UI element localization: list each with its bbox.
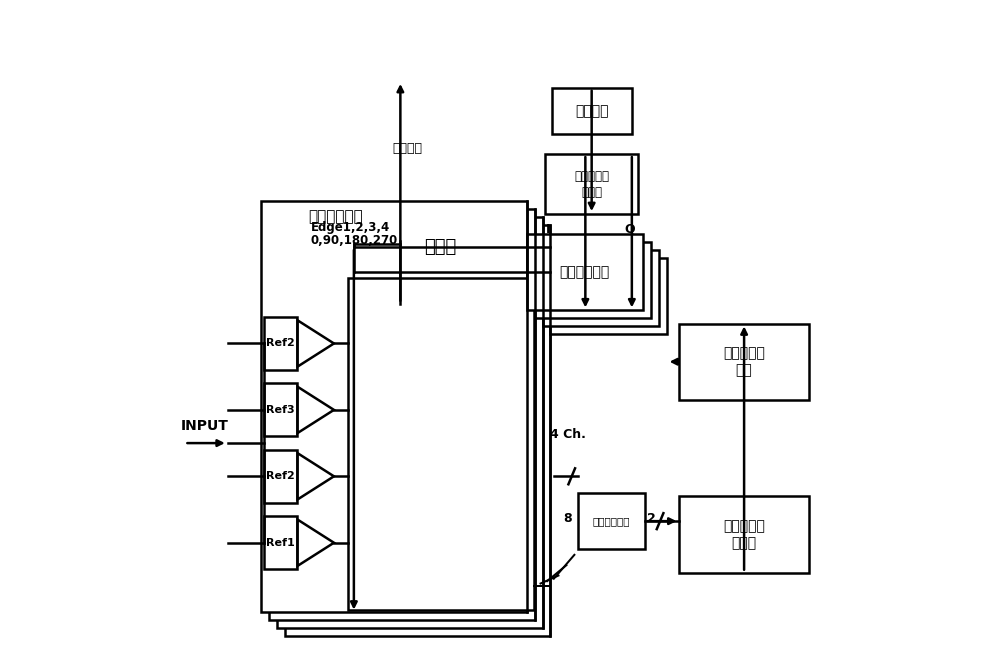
FancyBboxPatch shape <box>348 277 534 610</box>
Text: Q: Q <box>624 223 635 235</box>
FancyBboxPatch shape <box>550 257 667 334</box>
Text: 0,90,180,270: 0,90,180,270 <box>311 234 398 247</box>
FancyBboxPatch shape <box>264 516 297 570</box>
Text: 多数表决电路: 多数表决电路 <box>593 516 630 526</box>
FancyBboxPatch shape <box>545 154 638 214</box>
FancyBboxPatch shape <box>578 493 645 550</box>
FancyBboxPatch shape <box>552 88 632 134</box>
Text: INPUT: INPUT <box>181 419 229 433</box>
Text: Edge1,2,3,4: Edge1,2,3,4 <box>311 221 390 233</box>
FancyBboxPatch shape <box>264 450 297 503</box>
FancyBboxPatch shape <box>269 209 535 620</box>
Text: 4 Ch.: 4 Ch. <box>550 428 586 441</box>
Text: Ref2: Ref2 <box>266 472 295 482</box>
Text: 恢复时钟: 恢复时钟 <box>392 142 422 155</box>
Text: 2: 2 <box>647 512 656 525</box>
FancyBboxPatch shape <box>679 496 809 573</box>
Text: 正交时钟产
生电路: 正交时钟产 生电路 <box>574 169 609 199</box>
Text: 数字环路滤
波器: 数字环路滤 波器 <box>723 346 765 378</box>
FancyBboxPatch shape <box>264 384 297 436</box>
Text: 8: 8 <box>563 512 572 525</box>
FancyBboxPatch shape <box>679 323 809 400</box>
FancyBboxPatch shape <box>527 234 643 310</box>
Text: 相位合成模块: 相位合成模块 <box>559 265 609 279</box>
FancyBboxPatch shape <box>264 317 297 370</box>
Text: Ref3: Ref3 <box>266 405 295 415</box>
FancyBboxPatch shape <box>261 201 527 612</box>
FancyBboxPatch shape <box>543 250 659 326</box>
Text: 采样判决电路: 采样判决电路 <box>308 209 363 224</box>
FancyBboxPatch shape <box>535 242 651 318</box>
Text: 数字相位控
制模块: 数字相位控 制模块 <box>723 519 765 550</box>
FancyBboxPatch shape <box>285 225 550 636</box>
FancyBboxPatch shape <box>277 217 543 628</box>
Text: Ref1: Ref1 <box>266 538 295 548</box>
Text: I: I <box>546 223 550 235</box>
Text: 参考时钟: 参考时钟 <box>575 104 608 118</box>
Text: Ref2: Ref2 <box>266 338 295 348</box>
Text: 鉴相器: 鉴相器 <box>424 238 456 256</box>
